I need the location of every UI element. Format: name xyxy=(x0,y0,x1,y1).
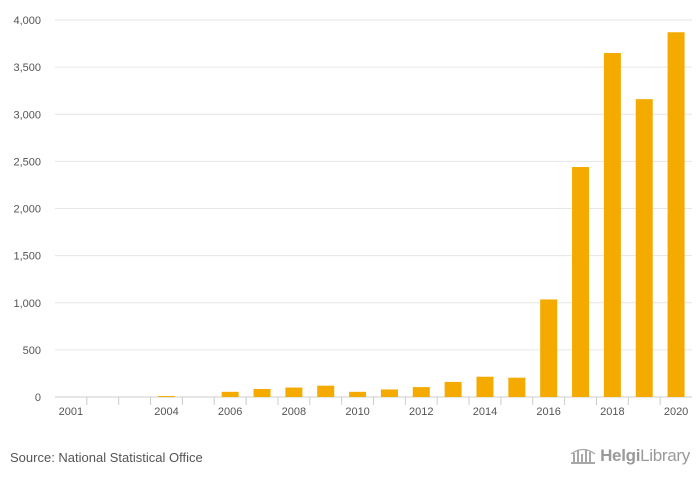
x-tick-label: 2004 xyxy=(154,406,178,418)
bar-2006 xyxy=(221,391,239,397)
brand-name-light: Library xyxy=(640,446,690,465)
y-tick-label: 1,000 xyxy=(13,298,41,310)
x-tick-label: 2020 xyxy=(664,406,688,418)
bar-chart: 05001,0001,5002,0002,5003,0003,5004,000 … xyxy=(13,15,692,418)
bar-2007 xyxy=(253,388,271,397)
x-tick-label: 2012 xyxy=(409,406,433,418)
x-axis-ticks: 2001 2004 2006 2008 2010 2012 2014 2016 2018 2020 xyxy=(59,397,688,418)
x-tick-label: 2014 xyxy=(473,406,497,418)
bar-2018 xyxy=(603,52,621,398)
bar-2008 xyxy=(285,387,303,397)
bar-2014 xyxy=(476,376,494,397)
y-tick-label: 4,000 xyxy=(13,15,41,27)
y-tick-label: 2,000 xyxy=(13,204,41,216)
helgi-library-logo: HelgiLibrary xyxy=(570,446,690,466)
y-tick-label: 0 xyxy=(35,392,41,404)
bar-2012 xyxy=(412,387,430,397)
y-tick-label: 2,500 xyxy=(13,156,41,168)
bar-2017 xyxy=(572,167,590,397)
bar-2011 xyxy=(380,389,398,397)
x-tick-label: 2008 xyxy=(282,406,306,418)
bar-2004 xyxy=(157,396,175,397)
y-tick-label: 3,000 xyxy=(13,109,41,121)
bar-2020 xyxy=(667,32,685,397)
source-note: Source: National Statistical Office xyxy=(10,450,203,465)
brand-name: HelgiLibrary xyxy=(600,446,690,466)
bar-2009 xyxy=(317,385,335,397)
x-tick-label: 2016 xyxy=(536,406,560,418)
y-tick-label: 500 xyxy=(23,345,41,357)
x-tick-label: 2001 xyxy=(59,406,83,418)
library-building-icon xyxy=(570,448,596,464)
y-tick-label: 3,500 xyxy=(13,62,41,74)
y-tick-label: 1,500 xyxy=(13,251,41,263)
x-tick-label: 2006 xyxy=(218,406,242,418)
bar-2015 xyxy=(508,377,526,397)
x-tick-label: 2018 xyxy=(600,406,624,418)
bar-2019 xyxy=(635,99,653,398)
bar-2013 xyxy=(444,381,462,397)
bars xyxy=(157,32,685,398)
gridlines xyxy=(55,19,692,398)
bar-2016 xyxy=(540,299,558,397)
y-axis-ticks: 0 500 1,000 1,500 2,000 2,500 3,000 3,500 4,000 xyxy=(13,15,41,404)
bar-2010 xyxy=(349,391,367,397)
brand-name-bold: Helgi xyxy=(600,446,641,465)
x-tick-label: 2010 xyxy=(345,406,369,418)
